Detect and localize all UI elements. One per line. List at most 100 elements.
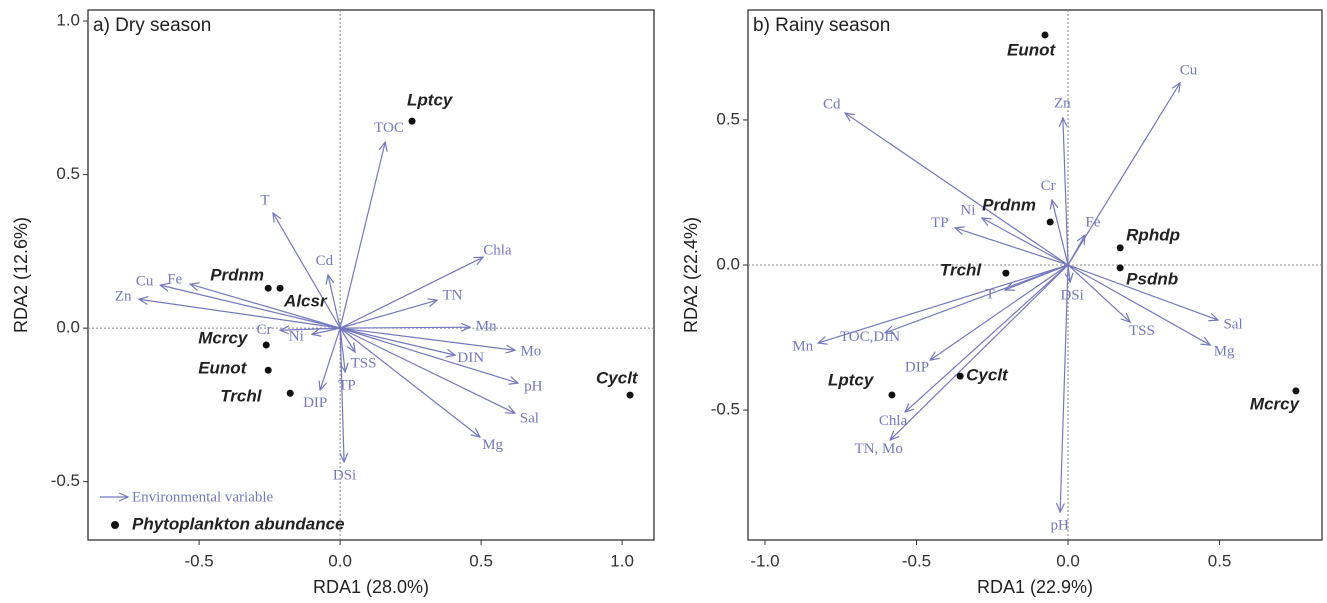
point-label: Mcrcy xyxy=(1250,394,1301,413)
y-tick-label: -0.5 xyxy=(51,471,80,490)
arrow-label: Cu xyxy=(1180,62,1198,78)
x-axis-label: RDA1 (22.9%) xyxy=(977,577,1093,597)
point-label: Mcrcy xyxy=(198,328,249,347)
legend-label: Environmental variable xyxy=(132,489,274,505)
arrow-label: TP xyxy=(931,215,949,231)
arrow-label: DSi xyxy=(1060,287,1083,303)
arrow-label: Cd xyxy=(316,253,334,269)
point-label: Eunot xyxy=(198,359,247,378)
x-tick-label: -1.0 xyxy=(750,551,779,570)
arrow-label: Mg xyxy=(1214,343,1235,359)
arrow-label: TSS xyxy=(351,355,377,371)
arrow-label: Fe xyxy=(1085,214,1100,230)
plot-frame xyxy=(747,9,1323,541)
legend-label: Phytoplankton abundance xyxy=(132,514,345,533)
arrow-label: T xyxy=(260,192,269,208)
point-label: Prdnm xyxy=(210,266,264,285)
point xyxy=(264,284,272,292)
arrow-label: Fe xyxy=(167,272,182,288)
point-label: Eunot xyxy=(1007,40,1056,59)
arrow xyxy=(982,218,1069,266)
arrow xyxy=(885,264,1069,333)
arrow-label: TP xyxy=(338,377,356,393)
x-tick-label: 0.5 xyxy=(469,551,493,570)
arrow-label: TSS xyxy=(1129,323,1155,339)
arrow-label: TOC,DIN xyxy=(840,329,900,345)
x-tick-label: 0.0 xyxy=(1056,551,1080,570)
point xyxy=(276,284,284,292)
arrow xyxy=(312,327,341,334)
point xyxy=(264,366,272,374)
arrow-label: TN, Mo xyxy=(855,441,903,457)
point-label: Rphdp xyxy=(1126,225,1180,244)
arrow xyxy=(1067,264,1210,345)
arrow-label: DSi xyxy=(333,467,356,483)
point-label: Psdnb xyxy=(1126,269,1178,288)
arrow xyxy=(1052,200,1069,266)
arrow xyxy=(1068,264,1070,282)
chart-title: a) Dry season xyxy=(93,15,211,36)
point-label: Trchl xyxy=(220,387,263,406)
arrow-label: TN xyxy=(443,288,463,304)
arrow-label: Ni xyxy=(960,203,975,219)
point xyxy=(956,372,964,380)
point xyxy=(1002,269,1010,277)
arrow xyxy=(905,264,1069,412)
arrow xyxy=(340,328,344,462)
y-tick-label: 0.5 xyxy=(716,109,740,128)
arrow xyxy=(955,228,1069,266)
point xyxy=(1292,387,1300,395)
point-label: Lptcy xyxy=(828,370,875,389)
point xyxy=(626,391,634,399)
arrow xyxy=(339,327,518,383)
point-label: Trchl xyxy=(940,261,983,280)
arrow xyxy=(339,328,345,372)
arrow xyxy=(930,264,1069,360)
arrow-label: TOC xyxy=(374,120,404,136)
arrow-label: T xyxy=(986,287,995,303)
point-label: Cyclt xyxy=(596,369,639,388)
arrow xyxy=(340,327,515,350)
legend-dot xyxy=(111,521,119,529)
point-label: Cyclt xyxy=(966,366,1009,385)
y-axis-label: RDA2 (22.4%) xyxy=(681,217,701,333)
arrow-label: Sal xyxy=(520,411,539,427)
arrow xyxy=(190,284,341,329)
point-label: Alcsr xyxy=(283,292,328,311)
arrow xyxy=(340,327,470,328)
arrow xyxy=(328,275,341,329)
arrow-label: Cr xyxy=(1041,178,1056,194)
arrow-label: Mn xyxy=(792,339,813,355)
point xyxy=(1041,31,1049,39)
arrow xyxy=(339,327,355,352)
arrow xyxy=(339,142,385,329)
arrow-label: pH xyxy=(1050,518,1069,534)
arrow-label: pH xyxy=(524,379,543,395)
arrow xyxy=(280,328,341,330)
arrow-label: Sal xyxy=(1223,316,1242,332)
arrow xyxy=(320,327,341,390)
arrow-label: Chla xyxy=(483,242,512,258)
arrow-label: Zn xyxy=(1054,95,1071,111)
arrow-label: DIP xyxy=(303,395,327,411)
point xyxy=(1046,218,1054,226)
arrow xyxy=(1067,235,1085,266)
arrow-label: Cr xyxy=(257,322,272,338)
point-label: Lptcy xyxy=(407,91,454,110)
arrow-label: DIN xyxy=(457,350,484,366)
x-tick-label: 1.0 xyxy=(610,551,634,570)
arrow-label: Mo xyxy=(520,343,541,359)
arrow xyxy=(1063,118,1069,266)
point xyxy=(1116,244,1124,252)
arrow xyxy=(1067,264,1218,320)
arrow xyxy=(160,285,341,329)
arrow xyxy=(339,257,483,329)
arrow xyxy=(1067,264,1130,322)
y-tick-label: 0.0 xyxy=(716,254,740,273)
y-tick-label: 0.0 xyxy=(56,318,80,337)
arrow xyxy=(339,327,480,437)
arrow xyxy=(845,113,1069,266)
arrow-label: Zn xyxy=(115,289,132,305)
point xyxy=(286,389,294,397)
